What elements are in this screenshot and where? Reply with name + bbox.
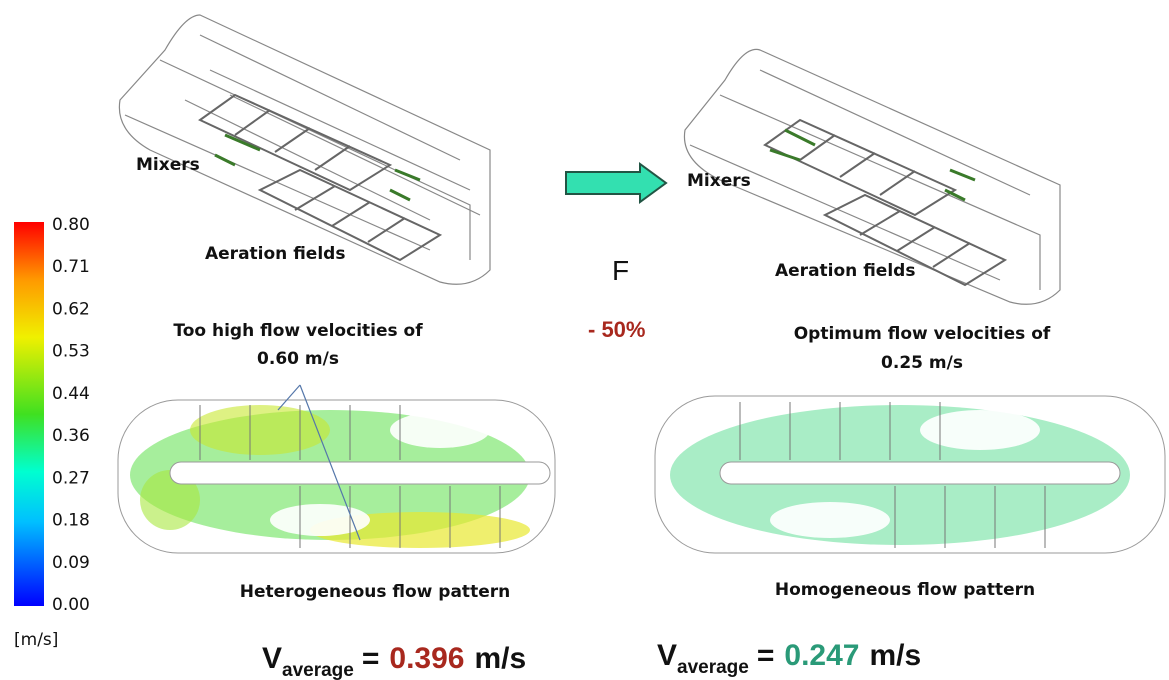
velocity-subscript: average: [282, 660, 354, 680]
velocity-equals: =: [757, 639, 775, 672]
aeration-label: Aeration fields: [205, 244, 345, 264]
colorbar-tick-label: 0.09: [52, 553, 90, 573]
note-line1: Optimum flow velocities of: [794, 324, 1051, 344]
f-label: F: [612, 255, 629, 286]
velocity-unit: m/s: [474, 642, 526, 675]
figure: [m/s] 0.80 0.71 0.62 0.53 0.44 0.36 0.27 0.18 0.…: [0, 0, 1169, 680]
velocity-unit: m/s: [869, 639, 921, 672]
transition-arrow: [566, 164, 666, 202]
velocity-equals: =: [362, 642, 380, 675]
left-flow-field: [118, 385, 555, 553]
right-tank: Mixers Aeration fields: [684, 49, 1060, 304]
colorbar-unit: [m/s]: [14, 630, 58, 650]
average-velocity: Vaverage = 0.396 m/s: [262, 642, 526, 680]
pattern-label: Heterogeneous flow pattern: [240, 582, 510, 602]
colorbar-tick-label: 0.62: [52, 299, 90, 319]
colorbar-tick-label: 0.53: [52, 342, 90, 362]
velocity-value: 0.247: [784, 639, 859, 672]
colorbar-tick-label: 0.44: [52, 384, 90, 404]
left-tank: Mixers Aeration fields: [119, 15, 490, 284]
velocity-subscript: average: [677, 657, 749, 678]
note-line2: 0.25 m/s: [881, 353, 963, 373]
colorbar-tick-label: 0.27: [52, 468, 90, 488]
velocity-value: 0.396: [389, 642, 464, 675]
pattern-label: Homogeneous flow pattern: [775, 580, 1035, 600]
colorbar-tick-label: 0.71: [52, 257, 90, 277]
mixers-label: Mixers: [687, 171, 751, 191]
velocity-symbol: V: [262, 642, 282, 675]
aeration-label: Aeration fields: [775, 261, 915, 281]
mixers-label: Mixers: [136, 155, 200, 175]
colorbar-tick-label: 0.00: [52, 595, 90, 615]
colorbar-tick-label: 0.18: [52, 511, 90, 531]
reduction-label: - 50%: [588, 317, 645, 342]
colorbar: [m/s] 0.80 0.71 0.62 0.53 0.44 0.36 0.27 0.18 0.…: [14, 215, 90, 650]
right-flow-field: [655, 396, 1165, 553]
note-line1: Too high flow velocities of: [173, 321, 423, 341]
colorbar-tick-label: 0.36: [52, 426, 90, 446]
velocity-symbol: V: [657, 639, 677, 672]
colorbar-gradient: [14, 222, 44, 606]
average-velocity: Vaverage = 0.247 m/s: [657, 639, 921, 678]
note-line2: 0.60 m/s: [257, 349, 339, 369]
colorbar-tick-label: 0.80: [52, 215, 90, 235]
